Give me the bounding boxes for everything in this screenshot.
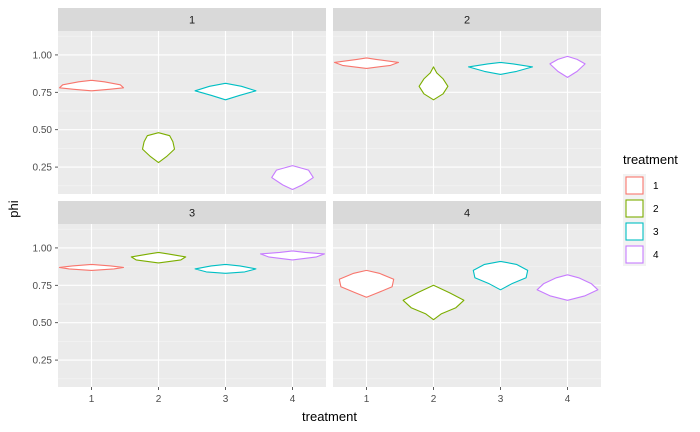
y-tick-label: 0.25 [33,163,53,174]
x-tick-label: 1 [364,394,370,405]
violin-treatment-1 [338,269,395,298]
facet-strip-label: 2 [464,15,470,27]
facet-strip-label: 3 [189,208,195,220]
violin-treatment-3 [472,260,529,291]
facet-panel-2: 2 [333,8,601,194]
violin-treatment-2 [141,132,176,164]
facet-strip [58,201,326,224]
y-tick-label: 1.00 [33,50,53,61]
legend-key-swatch [625,245,644,264]
violin-treatment-1 [58,79,125,92]
y-tick-label: 0.75 [33,281,53,292]
legend-item-2: 2 [623,197,659,220]
violin-treatment-4 [271,165,314,191]
x-tick-label: 3 [223,394,229,405]
facet-panel-4: 4 1 2 3 4 [333,201,601,405]
violin-treatment-1 [333,57,400,69]
legend: 1 2 3 4 [623,174,659,266]
facet-panel-1: 1 0.25 0.50 0.75 1.00 [33,8,326,194]
x-tick-label: 1 [89,394,95,405]
facet-panel-3: 3 0.25 0.50 0.75 1.00 1 2 3 4 [33,201,326,405]
legend-key-swatch [625,222,644,241]
y-tick-label: 0.50 [33,318,53,329]
violin-treatment-3 [194,263,257,274]
violin-treatment-3 [194,82,257,101]
violin-treatment-4 [259,250,326,261]
legend-item-4: 4 [623,243,659,266]
y-tick-label: 0.75 [33,88,53,99]
x-tick-label: 3 [498,394,504,405]
y-tick-label: 1.00 [33,243,53,254]
violin-treatment-2 [418,66,449,101]
y-axis-title: phi [6,200,21,217]
legend-key-swatch [625,176,644,195]
x-tick-label: 2 [156,394,162,405]
x-tick-label: 4 [565,394,571,405]
violin-treatment-4 [549,55,586,78]
legend-label: 2 [653,204,659,215]
legend-item-1: 1 [623,174,659,197]
y-tick-label: 0.25 [33,356,53,367]
legend-item-3: 3 [623,220,659,243]
x-tick-label: 4 [290,394,296,405]
x-axis-title: treatment [302,409,357,424]
legend-key-swatch [625,199,644,218]
violin-treatment-3 [467,61,534,75]
violin-treatment-2 [402,284,465,321]
legend-title: treatment [623,152,678,167]
facet-strip [333,8,601,31]
violin-treatment-1 [58,263,125,271]
violin-treatment-4 [536,274,599,301]
facet-strip [58,8,326,31]
legend-label: 1 [653,181,659,192]
facet-strip-label: 1 [189,15,195,27]
y-tick-label: 0.50 [33,125,53,136]
legend-label: 4 [653,250,659,261]
facet-strip [333,201,601,224]
x-tick-label: 2 [431,394,437,405]
violin-treatment-2 [130,251,187,264]
legend-label: 3 [653,227,659,238]
facet-strip-label: 4 [464,208,470,220]
